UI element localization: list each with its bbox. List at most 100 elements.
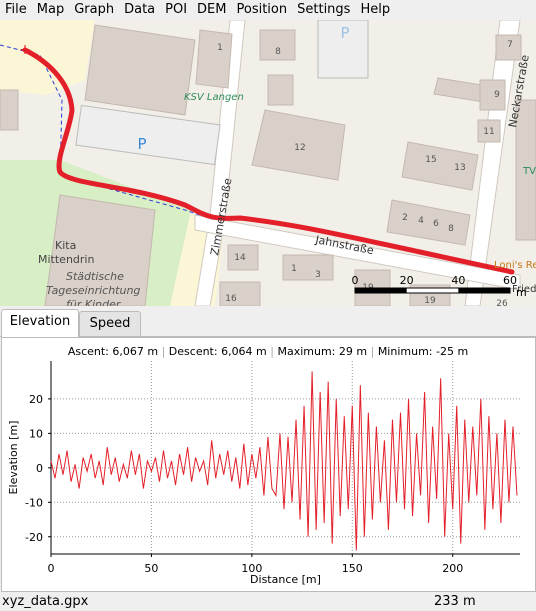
house-number: 8 xyxy=(275,47,281,57)
house-number: 13 xyxy=(454,163,465,173)
scale-label: 0 xyxy=(352,274,359,287)
road xyxy=(194,214,521,291)
place-label: Kita xyxy=(55,239,76,252)
place-label: Tageseinrichtung xyxy=(46,284,140,297)
place-label: KSV Langen xyxy=(184,92,244,103)
house-number: 26 xyxy=(496,299,508,306)
building xyxy=(479,79,506,111)
house-number: 3 xyxy=(315,270,321,280)
elevation-line xyxy=(50,371,518,551)
building xyxy=(227,244,259,271)
parking-label: P xyxy=(340,24,349,42)
x-tick-label: 0 xyxy=(48,562,55,575)
scale-bar: 0 20 40 60m xyxy=(352,274,527,299)
info-item: Descent: 6,064 m xyxy=(169,345,267,358)
house-number: 15 xyxy=(425,155,436,165)
menu-item[interactable]: Position xyxy=(236,2,288,17)
place-label: Fried xyxy=(512,284,536,295)
house-number: 12 xyxy=(294,143,305,153)
tab-active[interactable]: Elevation xyxy=(1,309,79,337)
place-label: Städtische xyxy=(66,270,124,283)
building xyxy=(195,29,233,89)
menu-bar: File Map Graph Data POI DEM Position Set… xyxy=(0,0,536,20)
y-tick-label: 20 xyxy=(29,393,43,406)
building xyxy=(282,254,334,281)
route xyxy=(0,44,216,221)
separator: | xyxy=(367,345,378,358)
scale-label: 60 xyxy=(503,274,517,287)
building xyxy=(84,24,196,116)
building xyxy=(259,29,296,61)
separator: | xyxy=(267,345,278,358)
map[interactable]: + P P Zimmerstraße Jahnstraße Neckarstra… xyxy=(0,20,536,306)
house-number: 1 xyxy=(291,264,297,274)
place-label: für Kinder xyxy=(66,298,122,306)
house-number: 6 xyxy=(433,219,439,229)
place-label: Mittendrin xyxy=(38,253,94,266)
building xyxy=(386,199,471,246)
house-number: 16 xyxy=(225,294,237,304)
menu-item[interactable]: Graph xyxy=(74,2,115,17)
house-number: 1 xyxy=(217,43,223,53)
place-label: TV xyxy=(522,166,536,177)
parking-label: P xyxy=(137,135,146,153)
x-axis-label: Distance [m] xyxy=(250,573,321,586)
house-number: 11 xyxy=(483,127,494,137)
graph-panel: Ascent: 6,067 m | Descent: 6,064 m | Max… xyxy=(1,337,536,592)
house-number: 4 xyxy=(418,216,424,226)
place-label: Loni's Re xyxy=(494,260,536,271)
scale-bar-segment xyxy=(355,288,407,293)
menu-item[interactable]: Settings xyxy=(297,2,351,17)
house-number: 9 xyxy=(494,90,500,100)
x-tick-label: 200 xyxy=(442,562,463,575)
menu-item[interactable]: POI xyxy=(165,2,188,17)
house-number: 14 xyxy=(234,253,246,263)
graph-info: Ascent: 6,067 m | Descent: 6,064 m | Max… xyxy=(68,345,468,358)
building xyxy=(495,34,522,61)
scale-bar-segment xyxy=(458,288,510,293)
track-start: + xyxy=(19,42,31,58)
menu-item[interactable]: Data xyxy=(124,2,156,17)
scale-label: 40 xyxy=(451,274,465,287)
y-tick-label: -20 xyxy=(25,531,43,544)
building xyxy=(267,74,294,106)
building xyxy=(401,141,479,191)
status-bar: xyz_data.gpx 233 m xyxy=(0,592,536,611)
parking-lot xyxy=(317,20,369,79)
road xyxy=(464,20,521,306)
info-item: Ascent: 6,067 m xyxy=(68,345,158,358)
info-item: Maximum: 29 m xyxy=(277,345,367,358)
building xyxy=(44,194,156,306)
separator: | xyxy=(158,345,169,358)
landuse xyxy=(0,20,95,95)
house-number: 2 xyxy=(402,213,408,223)
info-item: Minimum: -25 m xyxy=(378,345,468,358)
menu-item[interactable]: File xyxy=(5,2,27,17)
tab[interactable]: Speed xyxy=(79,311,141,336)
building xyxy=(219,281,261,306)
track xyxy=(22,47,515,275)
scale-unit: m xyxy=(516,286,527,299)
x-tick-label: 150 xyxy=(342,562,363,575)
x-tick-label: 100 xyxy=(241,562,262,575)
building xyxy=(477,119,501,143)
chart: Ascent: 6,067 m | Descent: 6,064 m | Max… xyxy=(7,345,520,586)
x-tick-label: 50 xyxy=(144,562,158,575)
house-number: 7 xyxy=(507,40,513,50)
y-axis-label: Elevation [m] xyxy=(7,421,20,495)
building xyxy=(515,99,536,241)
scale-label: 20 xyxy=(400,274,414,287)
menu-item[interactable]: Map xyxy=(36,2,65,17)
menu-item[interactable]: DEM xyxy=(197,2,227,17)
building xyxy=(251,109,346,181)
house-number: 19 xyxy=(424,296,436,306)
y-tick-label: 0 xyxy=(36,462,43,475)
menu-item[interactable]: Help xyxy=(360,2,391,17)
status-file: xyz_data.gpx xyxy=(2,594,89,609)
parking-lot xyxy=(75,104,221,166)
house-number: 8 xyxy=(448,224,454,234)
building xyxy=(0,89,19,131)
status-length: 233 m xyxy=(434,594,476,609)
y-tick-label: 10 xyxy=(29,427,43,440)
